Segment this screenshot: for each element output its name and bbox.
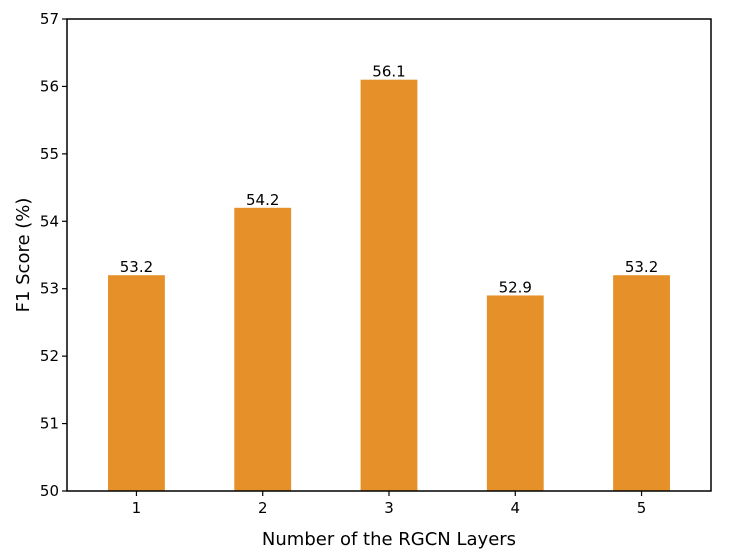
x-axis: 1 2 3 4 5 xyxy=(132,491,647,517)
data-labels-group: 53.2 54.2 56.1 52.9 53.2 xyxy=(120,63,659,297)
y-axis-label: F1 Score (%) xyxy=(13,198,34,313)
y-tick-label: 54 xyxy=(40,212,59,230)
bar-3 xyxy=(360,79,418,491)
bar-4 xyxy=(486,295,544,491)
y-axis: 50 51 52 53 54 55 56 57 xyxy=(40,10,67,500)
x-tick-label: 5 xyxy=(637,499,647,517)
x-tick-label: 3 xyxy=(384,499,394,517)
y-tick-label: 51 xyxy=(40,415,59,433)
data-label-1: 53.2 xyxy=(120,258,153,276)
bar-1 xyxy=(108,275,165,491)
x-tick-label: 1 xyxy=(132,499,142,517)
y-tick-label: 50 xyxy=(40,482,59,500)
x-axis-label: Number of the RGCN Layers xyxy=(262,529,516,550)
y-tick-label: 57 xyxy=(40,10,59,28)
x-tick-label: 2 xyxy=(258,499,268,517)
y-tick-label: 53 xyxy=(40,280,59,298)
data-label-5: 53.2 xyxy=(625,258,658,276)
y-tick-label: 55 xyxy=(40,145,59,163)
x-tick-label: 4 xyxy=(511,499,521,517)
bar-5 xyxy=(613,275,670,491)
y-tick-label: 56 xyxy=(40,77,59,95)
bars-group xyxy=(108,79,670,492)
y-tick-label: 52 xyxy=(40,347,59,365)
data-label-3: 56.1 xyxy=(372,63,405,81)
bar-2 xyxy=(234,207,292,492)
data-label-2: 54.2 xyxy=(246,191,279,209)
data-label-4: 52.9 xyxy=(499,278,532,296)
